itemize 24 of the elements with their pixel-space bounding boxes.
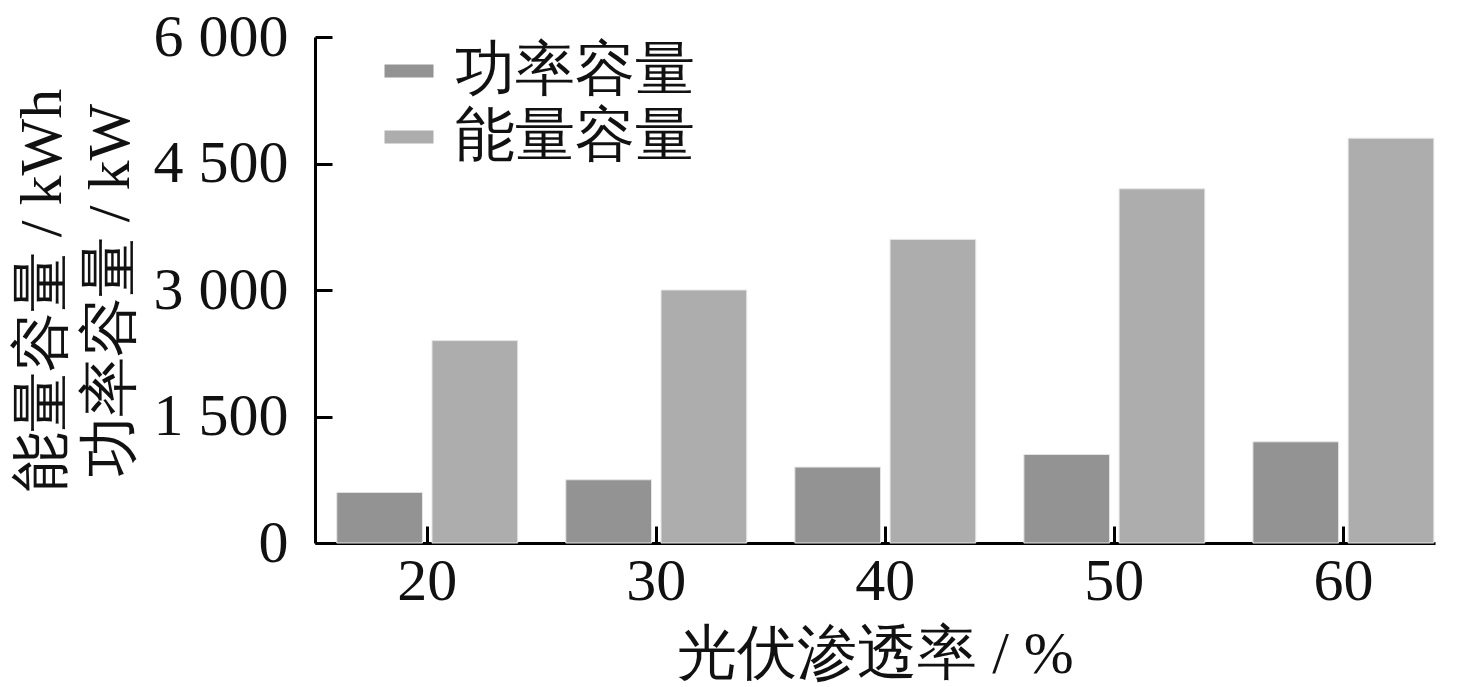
bar <box>660 289 748 544</box>
y-tick-label: 4 500 <box>153 129 289 195</box>
y-axis-title: 能量容量 / kWh 功率容量 / kW <box>7 88 142 493</box>
x-tick-label: 60 <box>1313 546 1374 613</box>
y-tick-label: 6 000 <box>153 2 289 69</box>
y-tick-label: 3 000 <box>153 255 289 322</box>
bar <box>431 340 519 544</box>
bar <box>1118 188 1206 544</box>
bar <box>1252 441 1340 544</box>
bar <box>794 466 882 544</box>
x-tick-label: 20 <box>397 546 458 613</box>
x-tick-label: 30 <box>626 546 687 613</box>
legend-label: 功率容量 <box>455 36 695 102</box>
bar <box>889 238 977 544</box>
y-tick-label: 1 500 <box>153 382 289 448</box>
bar <box>1023 453 1111 544</box>
x-axis-title: 光伏渗透率 / % <box>677 619 1074 686</box>
bar <box>565 479 653 544</box>
bar <box>336 491 423 544</box>
x-tick-label: 40 <box>855 546 916 613</box>
bar <box>1347 137 1435 544</box>
y-tick-label: 0 <box>258 508 289 575</box>
legend-label: 能量容量 <box>455 102 695 168</box>
x-tick-label: 50 <box>1084 546 1145 613</box>
